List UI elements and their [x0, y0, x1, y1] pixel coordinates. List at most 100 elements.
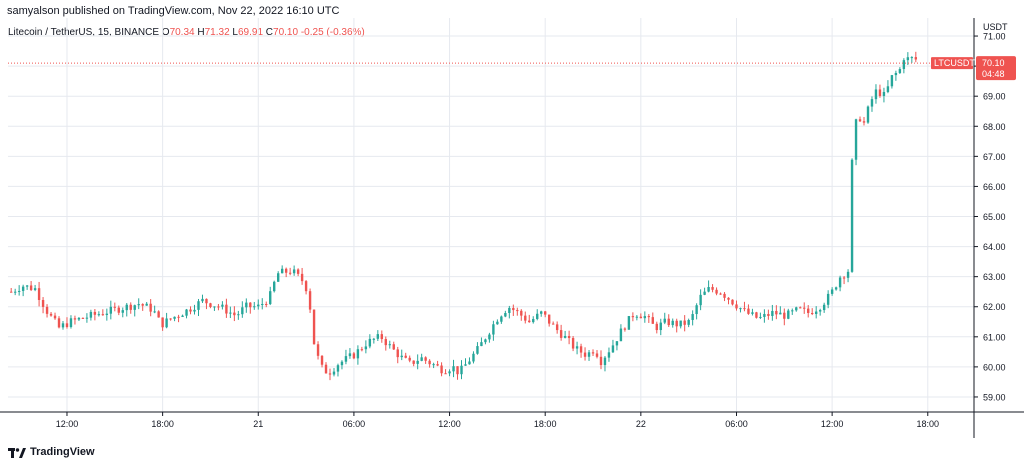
candle-body — [420, 357, 423, 361]
low-label: L — [232, 27, 238, 38]
candle-body — [623, 328, 627, 330]
candle-body — [396, 349, 399, 358]
candle-body — [751, 312, 754, 314]
candle-body — [320, 355, 324, 365]
tradingview-logo[interactable]: TradingView — [8, 444, 95, 460]
candle-body — [189, 309, 192, 312]
candle-body — [141, 304, 144, 306]
candle-body — [667, 318, 670, 326]
candle-body — [743, 308, 746, 310]
candle-body — [787, 310, 790, 319]
candle-body — [249, 302, 252, 308]
y-tick-label: 71.00 — [983, 32, 1006, 42]
candle-body — [799, 307, 802, 309]
candle-body — [739, 308, 742, 310]
candle-body — [842, 277, 846, 279]
candle-body — [300, 273, 304, 282]
candle-body — [157, 311, 160, 318]
candle-body — [771, 310, 774, 316]
candle-body — [683, 320, 686, 325]
candle-body — [723, 293, 726, 298]
candle-body — [759, 316, 762, 318]
symbol-description[interactable]: Litecoin / TetherUS, 15, BINANCE — [8, 27, 159, 38]
candle-body — [13, 291, 17, 293]
low-value: 69.91 — [237, 27, 264, 38]
candle-body — [595, 353, 599, 357]
candles — [9, 51, 918, 381]
candle-body — [468, 361, 471, 365]
candle-body — [890, 75, 894, 87]
candle-body — [384, 339, 387, 346]
axes — [0, 18, 1024, 438]
candle-body — [304, 281, 308, 292]
candle-body — [563, 335, 567, 338]
candle-body — [715, 289, 718, 294]
candle-body — [763, 313, 766, 317]
candle-body — [882, 91, 886, 96]
candle-body — [902, 60, 906, 70]
candle-body — [89, 311, 93, 318]
candle-body — [81, 317, 85, 319]
y-tick-label: 68.00 — [983, 122, 1006, 132]
candle-body — [703, 291, 706, 295]
candle-body — [826, 293, 830, 305]
x-axis-ticks[interactable]: 12:00 18:00 21 06:00 12:00 18:00 22 06:00 12:00 1… — [56, 412, 939, 429]
candle-body — [914, 57, 918, 60]
x-tick-label: 12:00 — [821, 419, 844, 429]
candle-body — [814, 311, 818, 315]
candle-body — [233, 312, 236, 316]
y-tick-label: 67.00 — [983, 152, 1006, 162]
candle-body — [137, 304, 140, 306]
candle-body — [364, 346, 368, 350]
candle-body — [113, 306, 116, 308]
high-label: H — [197, 27, 205, 38]
candle-body — [73, 318, 77, 320]
candle-body — [101, 314, 105, 316]
candle-body — [615, 341, 619, 346]
x-tick-label: 12:00 — [56, 419, 79, 429]
candle-body — [440, 365, 443, 374]
y-tick-label: 66.00 — [983, 182, 1006, 192]
candle-body — [237, 314, 240, 316]
candle-body — [544, 311, 547, 315]
chart-area[interactable]: 71.0070.0069.0068.0067.0066.0065.0064.00… — [0, 18, 1024, 438]
candle-body — [504, 313, 507, 317]
candle-body — [639, 316, 643, 319]
candle-body — [181, 315, 184, 317]
candle-body — [149, 303, 152, 312]
candle-body — [177, 316, 180, 318]
candle-body — [838, 277, 842, 288]
candle-body — [472, 353, 475, 362]
candle-body — [719, 293, 722, 295]
candle-body — [368, 338, 372, 347]
candle-body — [516, 310, 519, 312]
price-tag-value-bg — [976, 56, 1016, 81]
open-value: 70.34 — [169, 27, 195, 38]
x-tick-label: 18:00 — [151, 419, 174, 429]
candle-body — [408, 357, 411, 361]
candle-body — [117, 307, 120, 313]
candle-body — [193, 309, 196, 312]
price-tag-value: 70.10 — [982, 58, 1005, 68]
candlestick-chart[interactable]: 71.0070.0069.0068.0067.0066.0065.0064.00… — [0, 18, 1024, 438]
candle-body — [428, 360, 431, 365]
candle-body — [165, 318, 168, 328]
candle-body — [121, 310, 124, 313]
candle-body — [213, 306, 216, 308]
candle-body — [731, 299, 734, 305]
candle-body — [775, 310, 778, 315]
candle-body — [492, 324, 495, 335]
candle-body — [512, 307, 515, 311]
candle-body — [253, 306, 256, 308]
candle-body — [536, 313, 539, 319]
candle-body — [400, 355, 403, 358]
candle-body — [436, 364, 439, 366]
candle-body — [273, 281, 276, 292]
close-label: C — [265, 27, 274, 38]
y-axis-ticks[interactable]: 71.0070.0069.0068.0067.0066.0065.0064.00… — [974, 32, 1006, 403]
y-tick-label: 64.00 — [983, 242, 1006, 252]
candle-body — [45, 306, 49, 314]
candle-body — [567, 335, 571, 339]
candle-body — [878, 89, 882, 96]
candle-body — [547, 314, 551, 324]
